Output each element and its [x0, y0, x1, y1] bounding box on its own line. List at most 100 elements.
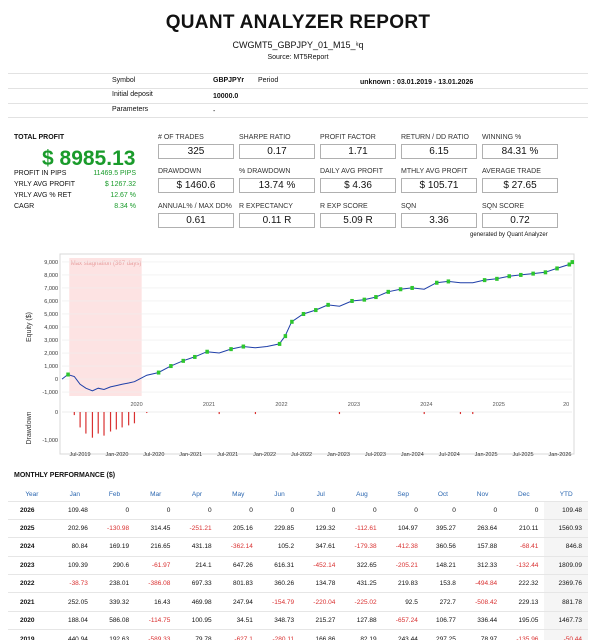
table-cell: -225.02 [341, 592, 383, 612]
table-row: 2020 188.04 586.08 -114.75 100.95 34.51 348.73… [8, 610, 588, 630]
divider [8, 117, 588, 118]
table-cell: 16.43 [135, 592, 177, 612]
table-cell: 0 [176, 500, 218, 520]
new-high-marker [156, 370, 161, 375]
table-cell: -132.44 [503, 555, 545, 575]
table-cell: 214.1 [176, 555, 218, 575]
table-cell: -135.96 [503, 629, 545, 640]
table-cell: 1560.93 [544, 518, 588, 538]
table-cell: 202.96 [55, 518, 94, 538]
table-cell: 360.26 [258, 574, 301, 593]
drawdown-tick-label: -1,000 [42, 438, 58, 444]
table-cell: 34.51 [217, 610, 259, 630]
new-high-marker [507, 274, 511, 279]
table-cell: -508.42 [461, 592, 504, 612]
new-high-marker [229, 347, 233, 352]
column-header-ytd: YTD [559, 490, 573, 498]
metric-label: WINNING % [482, 134, 522, 141]
metric-value: 1.71 [320, 144, 396, 159]
table-cell: -362.14 [217, 537, 259, 557]
table-cell: 312.33 [461, 555, 504, 575]
new-high-marker [277, 341, 282, 346]
table-cell: 0 [93, 500, 136, 520]
year-cell: 2019 [8, 629, 56, 640]
table-cell: 314.45 [135, 518, 177, 538]
stat-value: 11469.5 PIPS [93, 170, 136, 177]
table-cell: 0 [300, 500, 342, 520]
metric-label: SHARPE RATIO [239, 134, 291, 141]
new-high-marker [495, 276, 499, 281]
table-cell: 157.88 [461, 537, 504, 557]
date-tick-label: Jul-2019 [69, 452, 90, 458]
table-cell: 0 [423, 500, 462, 520]
table-cell: 0 [382, 500, 424, 520]
monthly-performance-table: Year Jan Feb Mar Apr May Jun Jul Aug Sep Oct Nov Dec… [8, 488, 588, 640]
metric-value: $ 27.65 [482, 178, 558, 193]
table-cell: 272.7 [423, 592, 462, 612]
column-header-jan: Jan [69, 490, 81, 498]
table-cell: 109.39 [55, 555, 94, 575]
table-row: 2019 440.94 192.63 -589.33 79.78 -627.1 -280.1… [8, 629, 588, 640]
metric-label: PROFIT FACTOR [320, 134, 376, 141]
metric-value: $ 105.71 [401, 178, 477, 193]
table-cell: 469.98 [176, 592, 218, 612]
stat-label: YRLY AVG % RET [14, 192, 72, 199]
table-cell: 229.85 [258, 518, 301, 538]
new-high-marker [570, 260, 574, 265]
table-cell: 222.32 [503, 574, 545, 593]
date-tick-label: Jul-2024 [439, 452, 460, 458]
drawdown-tick-label: 0 [55, 410, 58, 416]
new-high-marker [362, 297, 367, 302]
column-header-sep: Sep [397, 490, 409, 498]
y-tick-label: 3,000 [44, 338, 58, 344]
stat-label: PROFIT IN PIPS [14, 170, 67, 177]
year-tick-label: 2021 [203, 402, 215, 408]
table-row: 2025 202.96 -130.98 314.45 -251.21 205.16 229.… [8, 518, 588, 538]
metric-value: 0.11 R [239, 213, 315, 228]
new-high-marker [543, 270, 548, 275]
table-cell: 166.86 [300, 629, 342, 640]
table-cell: -280.11 [258, 629, 301, 640]
stat-value: 8.34 % [114, 203, 136, 210]
new-high-marker [205, 349, 209, 354]
metric-value: $ 4.36 [320, 178, 396, 193]
table-cell: 360.56 [423, 537, 462, 557]
table-cell: 78.97 [461, 629, 504, 640]
metric-value: 5.09 R [320, 213, 396, 228]
table-header-row: Year Jan Feb Mar Apr May Jun Jul Aug Sep Oct Nov Dec… [8, 488, 588, 501]
table-cell: 80.84 [55, 537, 94, 557]
column-header-jun: Jun [274, 490, 285, 498]
metric-label: RETURN / DD RATIO [401, 134, 469, 141]
y-tick-label: 4,000 [44, 325, 58, 331]
year-tick-label: 2022 [275, 402, 287, 408]
date-tick-label: Jan-2020 [105, 452, 128, 458]
initial-deposit-value: 10000.0 [213, 93, 239, 100]
table-cell: 169.19 [93, 537, 136, 557]
new-high-marker [555, 266, 559, 271]
table-cell: 801.83 [217, 574, 259, 593]
table-cell: 431.18 [176, 537, 218, 557]
table-cell: -627.1 [217, 629, 259, 640]
date-tick-label: Jan-2021 [179, 452, 202, 458]
metric-value: 0.61 [158, 213, 234, 228]
table-cell: 205.16 [217, 518, 259, 538]
date-tick-label: Jul-2022 [291, 452, 312, 458]
table-cell: 322.65 [341, 555, 383, 575]
table-cell: -68.41 [503, 537, 545, 557]
column-header-jul: Jul [316, 490, 325, 498]
year-cell: 2023 [8, 555, 56, 575]
table-cell: -38.73 [55, 574, 94, 593]
table-cell: 0 [258, 500, 301, 520]
table-cell: 846.8 [544, 537, 588, 557]
table-cell: 2369.76 [544, 574, 588, 593]
table-cell: 0 [217, 500, 259, 520]
metric-label: R EXP SCORE [320, 203, 368, 210]
year-cell: 2026 [8, 500, 56, 520]
new-high-marker [567, 262, 572, 267]
metric-value: 84.31 % [482, 144, 558, 159]
table-cell: 243.44 [382, 629, 424, 640]
metric-value: 325 [158, 144, 234, 159]
new-high-marker [181, 358, 185, 363]
metric-value: 13.74 % [239, 178, 315, 193]
new-high-marker [66, 372, 70, 377]
